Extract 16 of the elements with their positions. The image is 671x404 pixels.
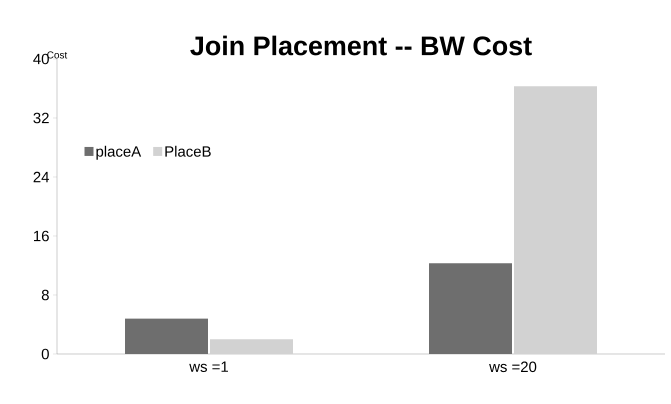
bar xyxy=(429,263,512,354)
bar xyxy=(125,318,208,354)
legend-label: PlaceB xyxy=(165,146,211,157)
chart-title: Join Placement -- BW Cost xyxy=(190,36,532,56)
y-tick-label: 24 xyxy=(34,172,50,182)
legend-label: placeA xyxy=(96,146,142,160)
y-axis-title: Cost xyxy=(47,51,68,58)
bar xyxy=(514,86,598,354)
y-tick-label: 0 xyxy=(42,348,49,360)
y-tick-label: 8 xyxy=(42,290,49,300)
x-tick-label: ws =20 xyxy=(489,362,536,372)
y-tick-label: 40 xyxy=(33,54,49,64)
y-tick-label: 16 xyxy=(34,230,49,242)
x-tick-label: ws =1 xyxy=(189,362,228,372)
y-tick-label: 32 xyxy=(33,112,49,124)
bar xyxy=(210,339,293,354)
